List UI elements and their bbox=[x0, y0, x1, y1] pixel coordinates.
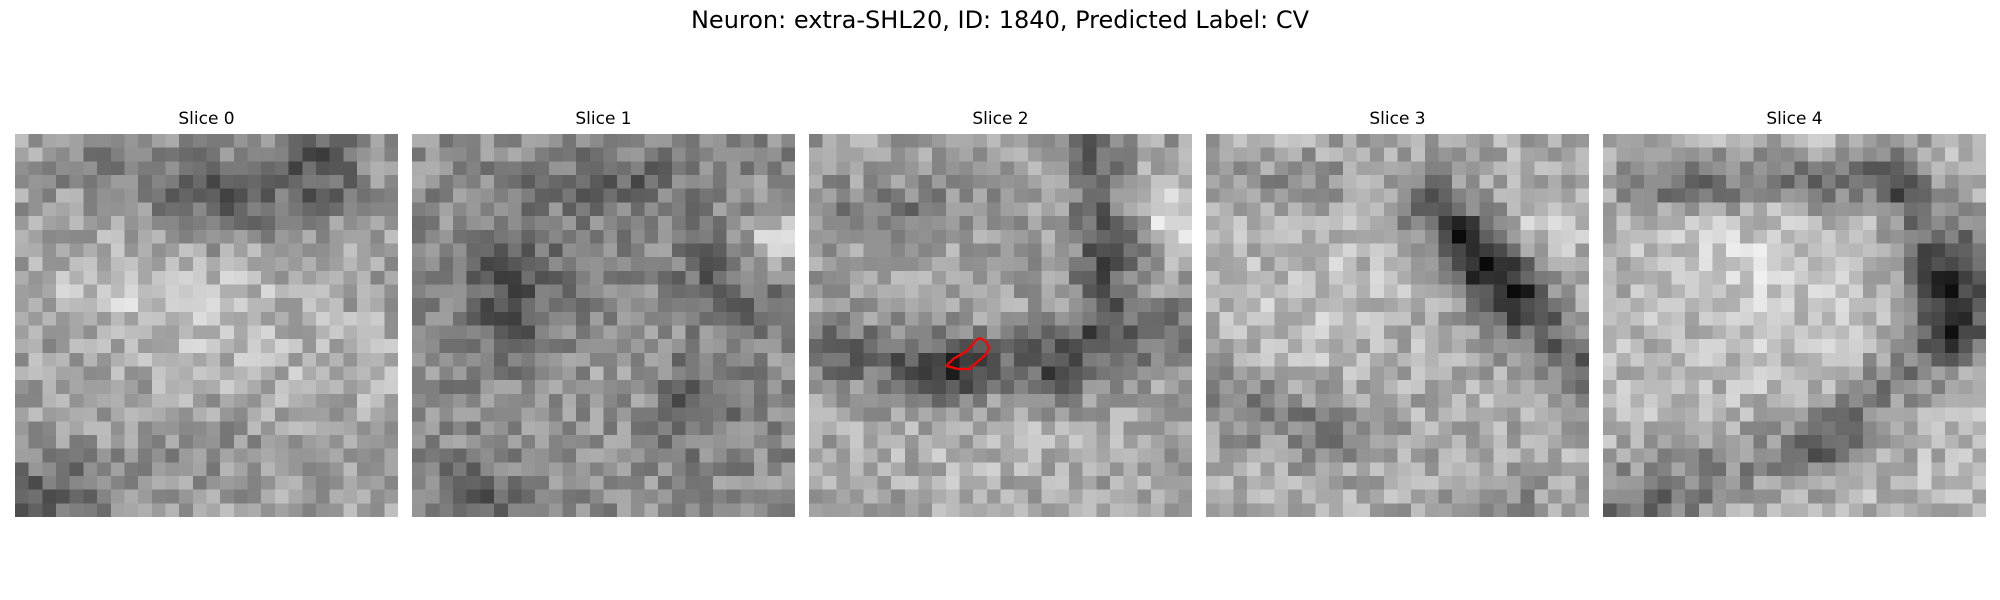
slice-title: Slice 3 bbox=[1369, 109, 1426, 129]
slice-panel-3: Slice 3 bbox=[1206, 108, 1589, 517]
slice-panel-4: Slice 4 bbox=[1603, 108, 1986, 517]
slice-title: Slice 1 bbox=[575, 109, 632, 129]
slice-title: Slice 0 bbox=[178, 109, 235, 129]
segmentation-contour bbox=[944, 336, 991, 371]
slice-panel-0: Slice 0 bbox=[15, 108, 398, 517]
slice-panel-2: Slice 2 bbox=[809, 108, 1192, 517]
figure-title: Neuron: extra-SHL20, ID: 1840, Predicted… bbox=[690, 6, 1310, 34]
slice-image bbox=[1603, 134, 1986, 517]
slice-image bbox=[412, 134, 795, 517]
slice-image bbox=[15, 134, 398, 517]
slice-title: Slice 4 bbox=[1766, 109, 1823, 129]
slice-panel-1: Slice 1 bbox=[412, 108, 795, 517]
slice-image bbox=[1206, 134, 1589, 517]
slice-image bbox=[809, 134, 1192, 517]
slice-title: Slice 2 bbox=[972, 109, 1029, 129]
